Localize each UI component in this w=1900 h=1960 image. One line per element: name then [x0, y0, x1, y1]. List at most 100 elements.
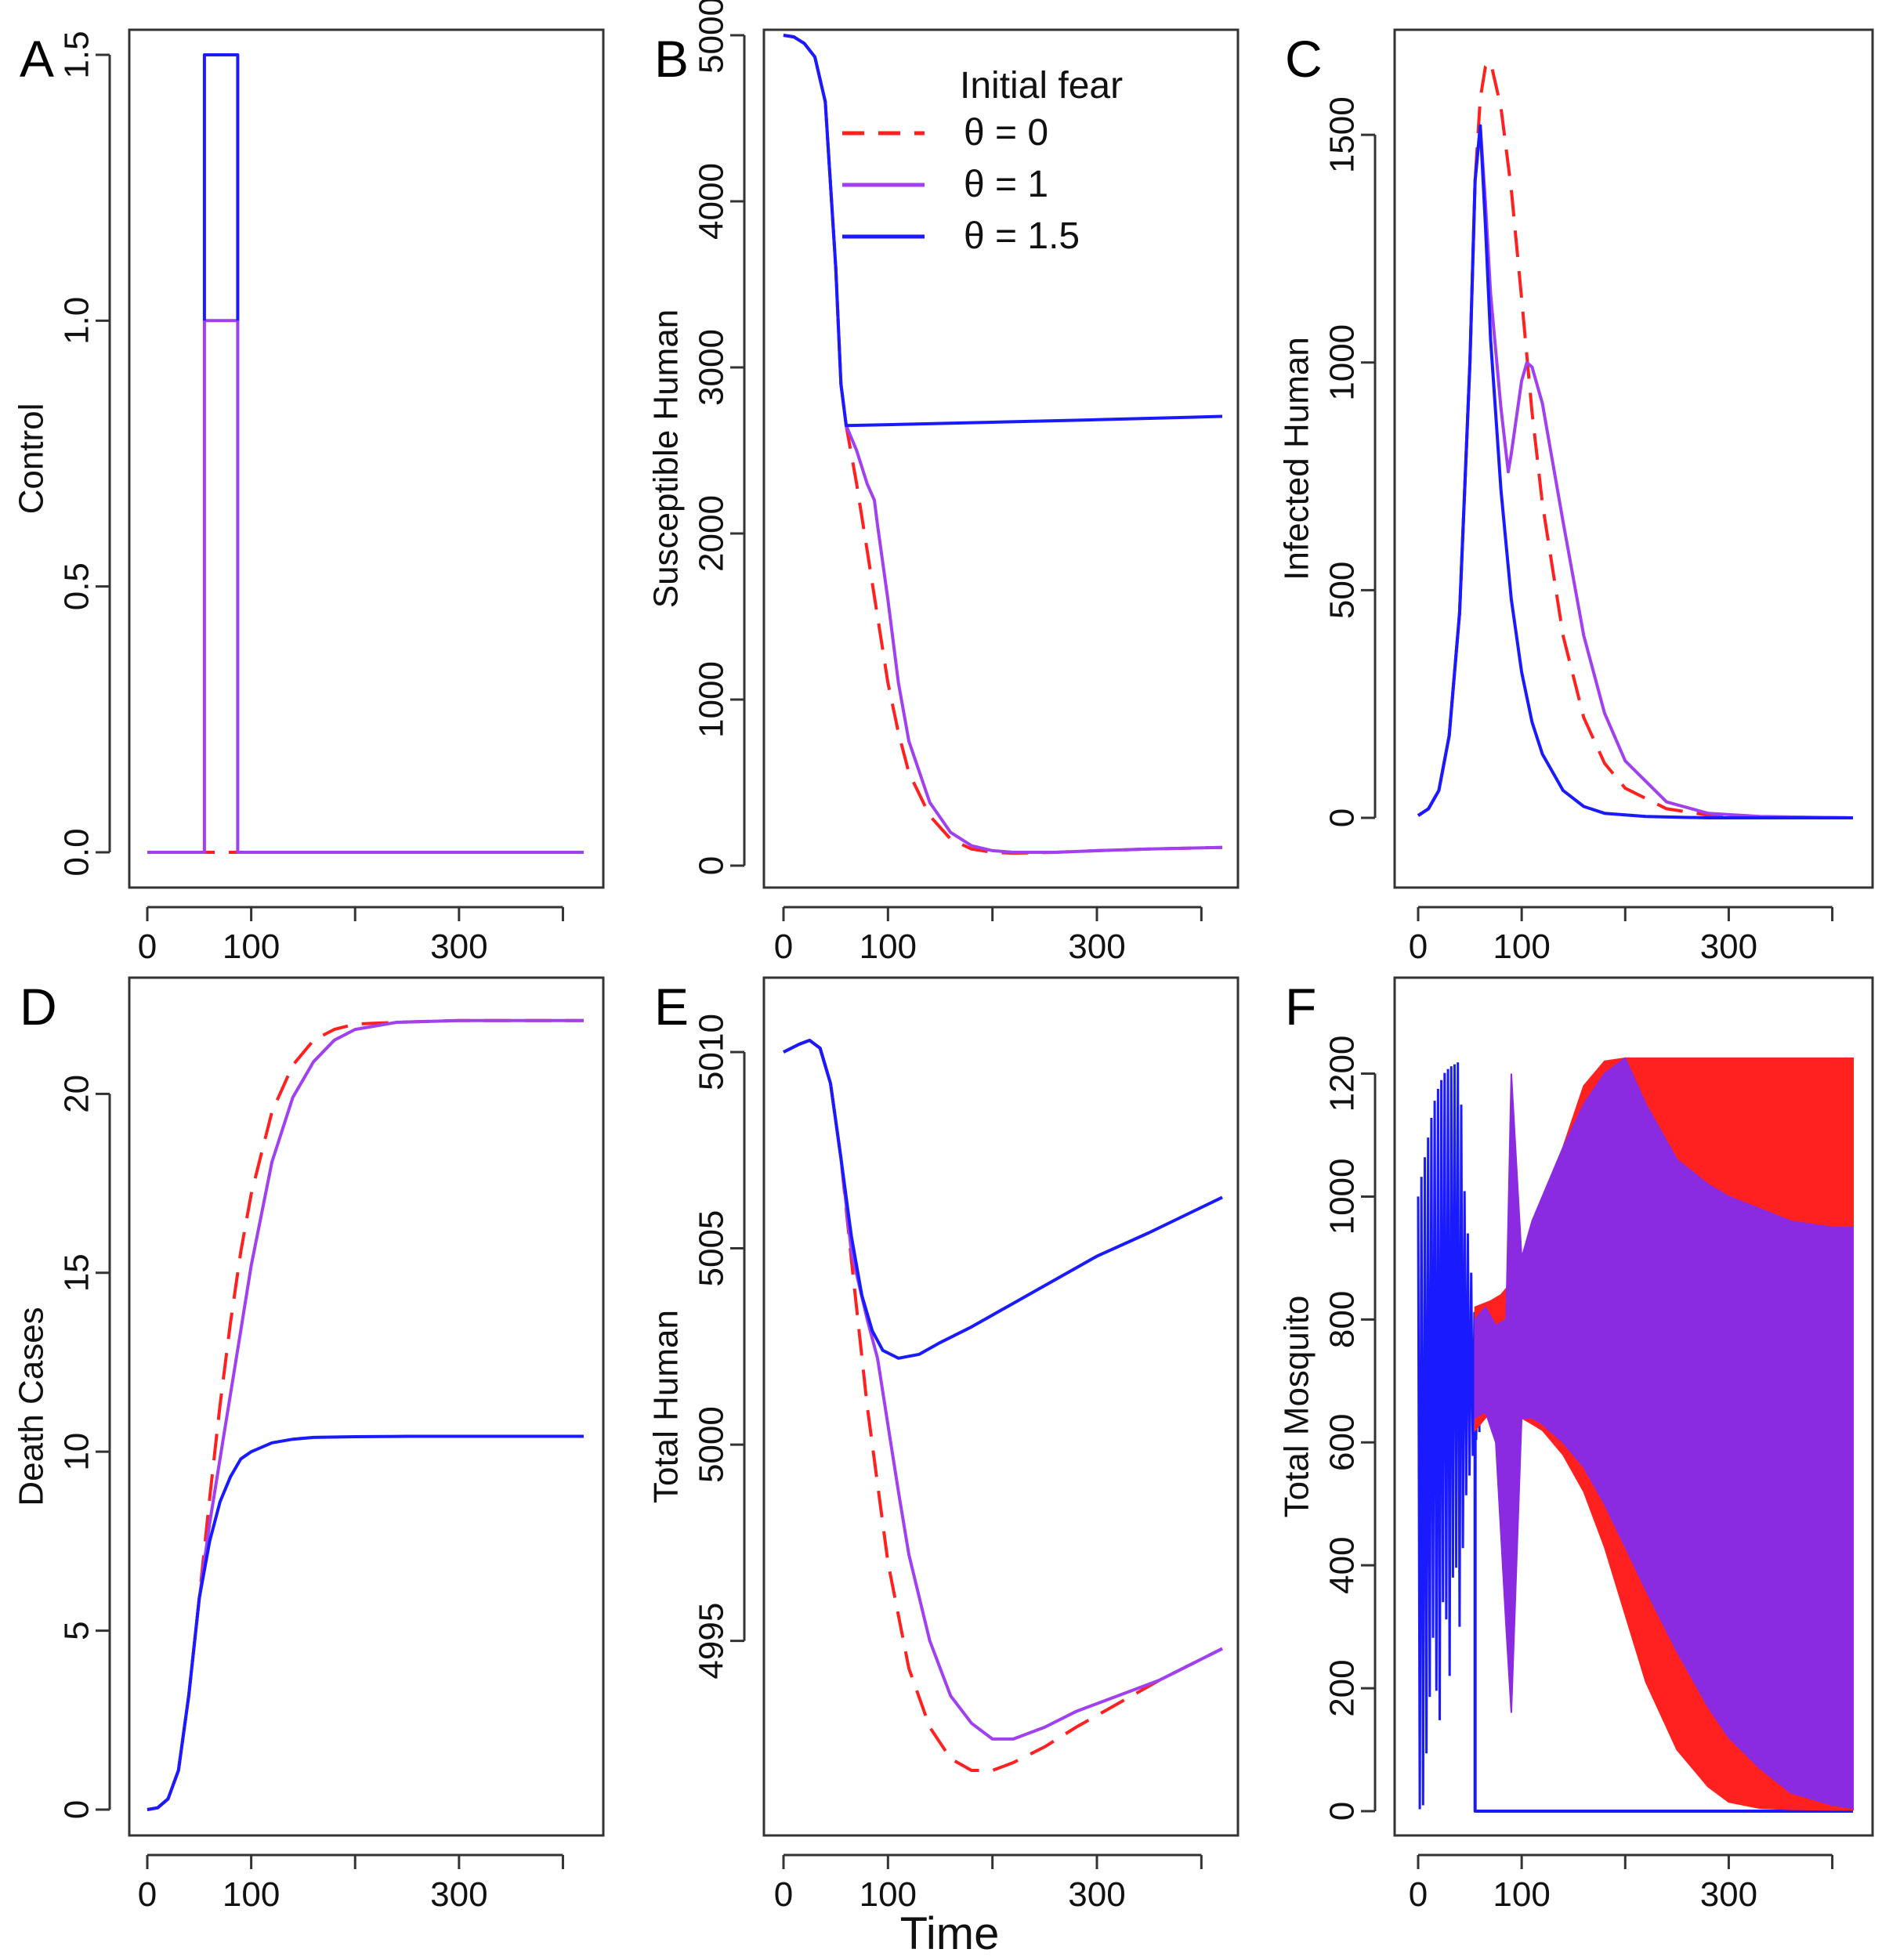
panel-D: D 0 100 300 0 5 10 15 20 Death Cases — [13, 976, 605, 1914]
series-line-oscillation — [1417, 1062, 1481, 1810]
series-line — [783, 34, 1223, 855]
series-line — [783, 1039, 1223, 1741]
x-tick-label: 100 — [223, 928, 280, 966]
y-axis-title: Infected Human — [1278, 337, 1316, 580]
y-tick-label: 0 — [1323, 1802, 1362, 1821]
panel-letter: B — [654, 30, 689, 88]
panel-letter: F — [1285, 978, 1316, 1036]
plot-area — [1417, 1057, 1854, 1813]
series-line — [147, 319, 584, 854]
y-tick-label: 0 — [693, 856, 731, 875]
y-tick-label: 4995 — [693, 1603, 731, 1680]
series-line — [147, 1018, 584, 1811]
panel-letter: D — [20, 978, 57, 1036]
y-tick-label: 1500 — [1323, 96, 1362, 173]
x-tick-label: 300 — [430, 928, 487, 966]
plot-frame — [762, 28, 1240, 889]
y-tick-label: 1000 — [693, 661, 731, 738]
x-tick-label: 100 — [860, 928, 917, 966]
panel-E: E 0 100 300 4995 5000 5005 5010 Total Human — [647, 976, 1240, 1914]
panel-letter: C — [1285, 30, 1323, 88]
x-tick-label: 300 — [1700, 1875, 1757, 1914]
y-tick-label: 3000 — [693, 329, 731, 406]
legend-label-theta0: θ = 0 — [964, 112, 1048, 154]
x-tick-label: 0 — [1409, 1875, 1428, 1914]
x-tick-label: 0 — [138, 1875, 157, 1914]
y-tick-label: 1.5 — [58, 31, 96, 78]
x-tick-label: 100 — [1493, 1875, 1550, 1914]
x-tick-label: 300 — [430, 1875, 487, 1914]
plot-frame — [1393, 28, 1874, 889]
y-tick-label: 0.5 — [58, 562, 96, 610]
y-tick-label: 5005 — [693, 1210, 731, 1287]
plot-frame — [1393, 976, 1874, 1837]
x-tick-label: 0 — [774, 928, 793, 966]
y-tick-label: 5 — [58, 1621, 96, 1640]
plot-area — [147, 1018, 584, 1811]
y-tick-label: 1.0 — [58, 297, 96, 345]
panel-F: F 0 100 300 0 200 400 600 800 1000 1200 Total Mosqu… — [1278, 976, 1874, 1914]
plot-frame — [128, 976, 605, 1837]
y-tick-label: 4000 — [693, 163, 731, 240]
y-tick-label: 5000 — [693, 0, 731, 74]
panel-letter: E — [654, 978, 689, 1036]
series-line — [783, 1039, 1223, 1360]
x-tick-label: 0 — [138, 928, 157, 966]
panel-C: C 0 100 300 0 500 1000 1500 Infected Human — [1278, 28, 1874, 966]
panel-A: A 0 100 300 0.0 0.5 1.0 1.5 Control — [13, 28, 605, 966]
x-tick-label: 300 — [1068, 1875, 1125, 1914]
series-line — [783, 1039, 1223, 1772]
legend: Initial fear θ = 0 θ = 1 θ = 1.5 — [842, 65, 1123, 257]
series-line — [147, 1434, 584, 1811]
legend-title: Initial fear — [960, 65, 1123, 107]
y-tick-label: 15 — [58, 1253, 96, 1292]
plot-area — [147, 53, 584, 854]
y-tick-label: 1200 — [1323, 1036, 1362, 1112]
y-axis-title: Susceptible Human — [647, 309, 686, 609]
x-tick-label: 0 — [774, 1875, 793, 1914]
y-axis-title: Total Human — [647, 1310, 686, 1503]
y-tick-label: 0.0 — [58, 828, 96, 876]
y-axis-title: Death Cases — [13, 1307, 51, 1506]
y-tick-label: 2000 — [693, 495, 731, 572]
plot-frame — [128, 28, 605, 889]
x-tick-label: 100 — [860, 1875, 917, 1914]
plot-area — [783, 34, 1223, 855]
y-tick-label: 1000 — [1323, 324, 1362, 401]
series-line — [1473, 1430, 1853, 1813]
y-tick-label: 600 — [1323, 1414, 1362, 1471]
x-tick-label: 0 — [1409, 928, 1428, 966]
plot-area — [1417, 60, 1854, 819]
y-tick-label: 0 — [1323, 808, 1362, 827]
series-line — [1417, 124, 1853, 819]
y-tick-label: 500 — [1323, 562, 1362, 619]
series-line — [783, 34, 1223, 428]
x-tick-label: 100 — [1493, 928, 1550, 966]
y-tick-label: 10 — [58, 1433, 96, 1471]
x-tick-label: 300 — [1700, 928, 1757, 966]
y-tick-label: 0 — [58, 1800, 96, 1819]
legend-label-theta15: θ = 1.5 — [964, 215, 1080, 257]
series-line — [1417, 124, 1854, 819]
x-tick-label: 300 — [1068, 928, 1125, 966]
x-tick-label: 100 — [223, 1875, 280, 1914]
y-tick-label: 1000 — [1323, 1159, 1362, 1235]
series-line — [202, 53, 240, 321]
series-band — [1474, 1057, 1854, 1810]
plot-frame — [762, 976, 1240, 1837]
y-axis-title: Control — [13, 403, 51, 515]
y-tick-label: 5010 — [693, 1014, 731, 1090]
y-axis-title: Total Mosquito — [1278, 1296, 1316, 1518]
panel-letter: A — [20, 30, 54, 88]
plot-area — [783, 1039, 1223, 1772]
panel-B: B0 100 300010002000300040005000Susceptible… — [647, 0, 1240, 966]
y-tick-label: 5000 — [693, 1406, 731, 1483]
x-axis-title: Time — [900, 1908, 1000, 1959]
y-tick-label: 400 — [1323, 1536, 1362, 1593]
y-tick-label: 800 — [1323, 1291, 1362, 1348]
y-tick-label: 20 — [58, 1075, 96, 1113]
y-tick-label: 200 — [1323, 1659, 1362, 1716]
series-line — [147, 1018, 584, 1811]
